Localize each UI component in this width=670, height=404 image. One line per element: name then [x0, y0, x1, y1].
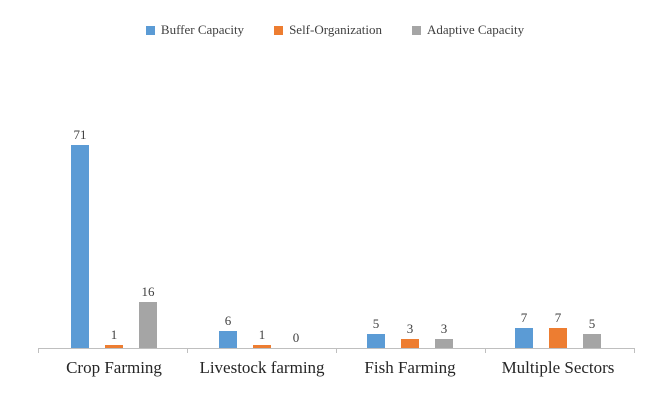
bar-group: 71 1 16	[40, 119, 188, 348]
bar-column: 7	[549, 119, 567, 348]
category-label: Crop Farming	[66, 358, 162, 377]
bar	[583, 334, 601, 348]
axis-tick	[485, 348, 486, 353]
legend-item: Self-Organization	[274, 22, 382, 38]
category-label: Fish Farming	[364, 358, 456, 377]
bar-column: 1	[253, 119, 271, 348]
category-label: Livestock farming	[199, 358, 325, 377]
bar	[105, 345, 123, 348]
bar-column: 0	[287, 119, 305, 348]
bar	[435, 339, 453, 348]
bar	[367, 334, 385, 348]
data-label: 7	[520, 310, 528, 325]
legend-label: Self-Organization	[289, 22, 382, 37]
data-label: 3	[440, 321, 448, 336]
chart-legend: Buffer Capacity Self-Organization Adaptive…	[0, 22, 670, 38]
bar	[253, 345, 271, 348]
axis-tick	[187, 348, 188, 353]
legend-item: Buffer Capacity	[145, 22, 245, 38]
legend-label: Adaptive Capacity	[426, 22, 525, 37]
bar-groups: 71 1 16 6 1 0 5 3 3 7 7 5	[40, 119, 632, 348]
bar-column: 1	[105, 119, 123, 348]
data-label: 1	[258, 327, 266, 342]
data-label: 16	[141, 284, 155, 299]
bar-column: 5	[583, 119, 601, 348]
bar-group: 6 1 0	[188, 119, 336, 348]
bar-column: 3	[435, 119, 453, 348]
bar-group: 7 7 5	[484, 119, 632, 348]
bar	[549, 328, 567, 348]
axis-tick	[38, 348, 39, 353]
legend-label: Buffer Capacity	[160, 22, 245, 37]
data-label: 7	[554, 310, 562, 325]
data-label: 5	[588, 316, 596, 331]
bar-column: 5	[367, 119, 385, 348]
axis-tick	[336, 348, 337, 353]
category-label: Multiple Sectors	[501, 358, 615, 377]
data-label: 0	[292, 330, 300, 345]
category-labels: Crop Farming Livestock farming Fish Farmin…	[40, 358, 632, 378]
bar-column: 16	[139, 119, 157, 348]
plot-area: 71 1 16 6 1 0 5 3 3 7 7 5	[40, 119, 632, 348]
bar	[401, 339, 419, 348]
bar	[219, 331, 237, 348]
axis-tick	[634, 348, 635, 353]
bar	[515, 328, 533, 348]
bar	[139, 302, 157, 348]
bar-column: 3	[401, 119, 419, 348]
bar	[71, 145, 89, 348]
bar-column: 7	[515, 119, 533, 348]
data-label: 71	[73, 127, 87, 142]
bar-group: 5 3 3	[336, 119, 484, 348]
bar-column: 6	[219, 119, 237, 348]
legend-item: Adaptive Capacity	[411, 22, 525, 38]
data-label: 6	[224, 313, 232, 328]
data-label: 3	[406, 321, 414, 336]
data-label: 1	[110, 327, 118, 342]
bar-column: 71	[71, 119, 89, 348]
legend-swatch-icon	[411, 25, 421, 35]
legend-swatch-icon	[274, 25, 284, 35]
data-label: 5	[372, 316, 380, 331]
legend-swatch-icon	[145, 25, 155, 35]
